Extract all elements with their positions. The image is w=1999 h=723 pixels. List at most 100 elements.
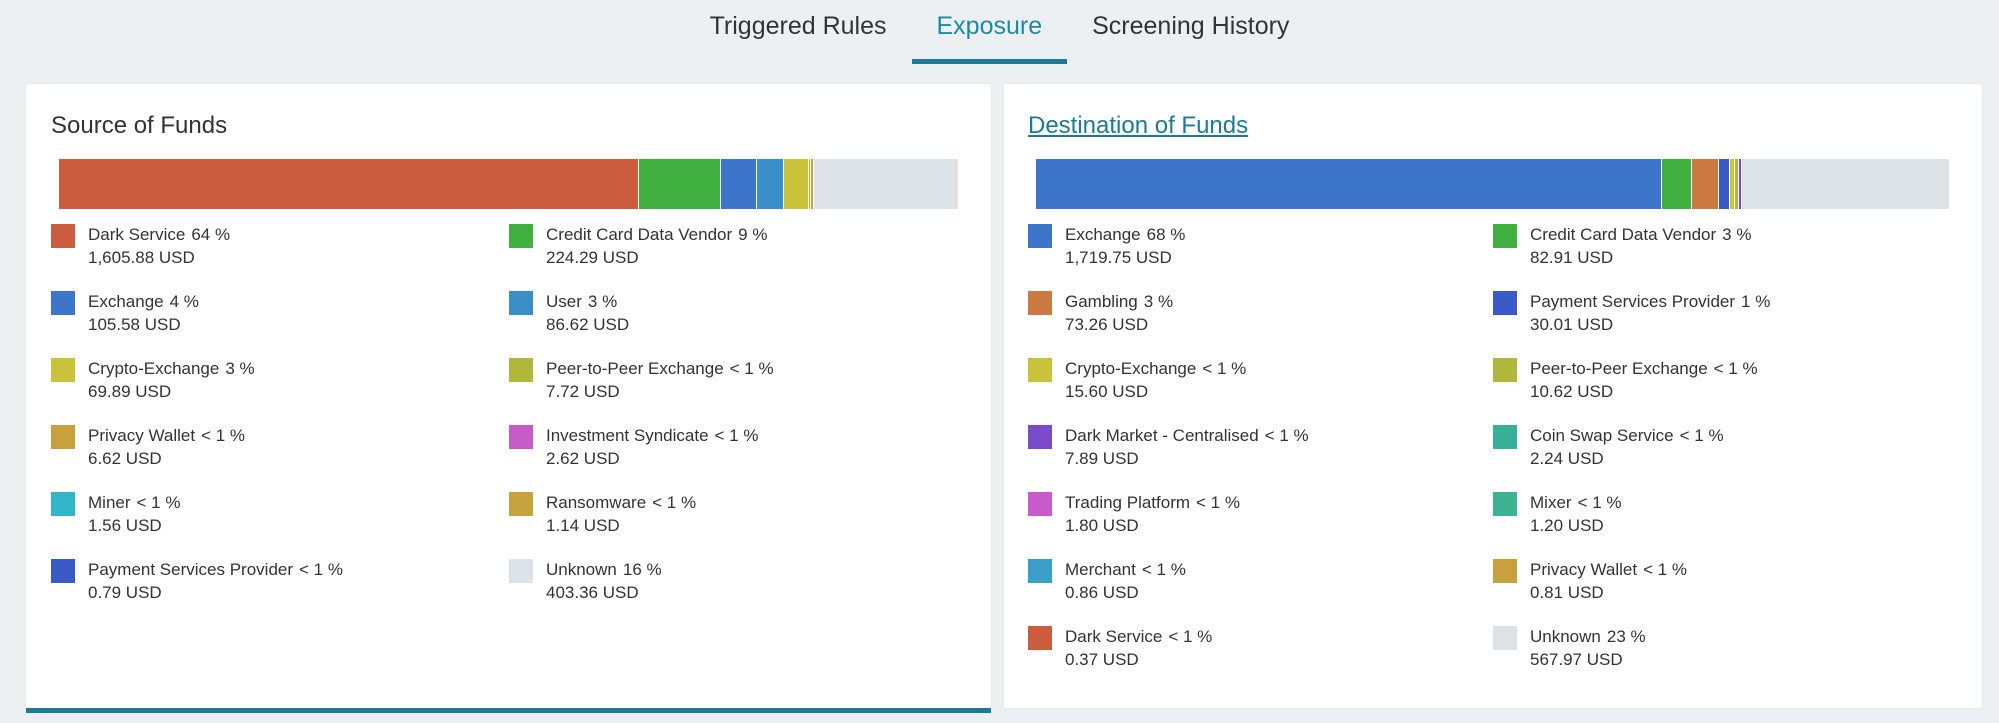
legend-label: Privacy Wallet < 1 % (88, 425, 509, 447)
legend-item: Merchant < 1 % 0.86 USD (1028, 559, 1493, 626)
tab-screening-history[interactable]: Screening History (1092, 12, 1290, 40)
legend-swatch (509, 291, 533, 315)
tab-bar: Triggered Rules Exposure Screening Histo… (0, 0, 1999, 66)
legend-label: Credit Card Data Vendor 3 % (1530, 224, 1958, 246)
category-name: Credit Card Data Vendor (546, 225, 733, 244)
bar-segment[interactable] (639, 159, 721, 209)
category-name: Trading Platform (1065, 493, 1191, 512)
legend-label: Peer-to-Peer Exchange < 1 % (1530, 358, 1958, 380)
category-name: Dark Market - Centralised (1065, 426, 1259, 445)
legend-label: Trading Platform < 1 % (1065, 492, 1493, 514)
category-name: Investment Syndicate (546, 426, 709, 445)
category-name: Crypto-Exchange (1065, 359, 1197, 378)
category-percent: 16 % (622, 560, 662, 579)
category-amount: 82.91 USD (1530, 248, 1614, 267)
bar-segment[interactable] (756, 159, 785, 209)
category-amount: 1,719.75 USD (1065, 248, 1172, 267)
category-amount: 7.72 USD (546, 382, 620, 401)
legend-swatch (1028, 425, 1052, 449)
category-percent: 64 % (191, 225, 231, 244)
legend-label: Coin Swap Service < 1 % (1530, 425, 1958, 447)
legend-swatch (1493, 291, 1517, 315)
legend-item: Mixer < 1 % 1.20 USD (1493, 492, 1958, 559)
category-percent: < 1 % (1643, 560, 1688, 579)
legend-label: Gambling 3 % (1065, 291, 1493, 313)
bar-segment[interactable] (813, 159, 959, 209)
bar-segment[interactable] (720, 159, 757, 209)
bar-segment[interactable] (1741, 159, 1950, 209)
legend-swatch (1028, 492, 1052, 516)
legend-item: Exchange 68 % 1,719.75 USD (1028, 224, 1493, 291)
legend-swatch (1493, 425, 1517, 449)
legend-label: Miner < 1 % (88, 492, 509, 514)
bar-segment[interactable] (811, 159, 814, 209)
legend-item: Crypto-Exchange < 1 % 15.60 USD (1028, 358, 1493, 425)
category-percent: 3 % (587, 292, 618, 311)
category-amount: 10.62 USD (1530, 382, 1614, 401)
bar-segment[interactable] (1692, 159, 1719, 209)
category-percent: 4 % (169, 292, 199, 311)
legend-swatch (51, 358, 75, 382)
category-name: Exchange (1065, 225, 1141, 244)
legend-item: Unknown 16 % 403.36 USD (509, 559, 967, 626)
category-name: Peer-to-Peer Exchange (546, 359, 724, 378)
legend-label: Merchant < 1 % (1065, 559, 1493, 581)
bar-segment[interactable] (1738, 159, 1742, 209)
category-percent: < 1 % (1202, 359, 1247, 378)
bar-segment[interactable] (1735, 159, 1739, 209)
legend-item: Credit Card Data Vendor 3 % 82.91 USD (1493, 224, 1958, 291)
legend-label: Unknown 23 % (1530, 626, 1958, 648)
legend-item: Privacy Wallet < 1 % 0.81 USD (1493, 559, 1958, 626)
category-percent: < 1 % (714, 426, 759, 445)
legend-swatch (51, 224, 75, 248)
legend-item: Privacy Wallet < 1 % 6.62 USD (51, 425, 509, 492)
tab-exposure[interactable]: Exposure (911, 0, 1068, 64)
category-amount: 1.20 USD (1530, 516, 1604, 535)
destination-of-funds-link[interactable]: Destination of Funds (1028, 112, 1249, 139)
legend-swatch (509, 559, 533, 583)
category-name: Unknown (546, 560, 617, 579)
category-amount: 403.36 USD (546, 583, 639, 602)
legend-swatch (509, 358, 533, 382)
legend-label: Credit Card Data Vendor 9 % (546, 224, 967, 246)
category-percent: < 1 % (1168, 627, 1213, 646)
category-name: Dark Service (1065, 627, 1163, 646)
category-amount: 1.14 USD (546, 516, 620, 535)
legend-item: Dark Service 64 % 1,605.88 USD (51, 224, 509, 291)
category-percent: 9 % (738, 225, 768, 244)
category-percent: 3 % (1722, 225, 1752, 244)
legend-label: Payment Services Provider < 1 % (88, 559, 509, 581)
legend-item: Payment Services Provider 1 % 30.01 USD (1493, 291, 1958, 358)
legend-swatch (1028, 358, 1052, 382)
legend-item: User 3 % 86.62 USD (509, 291, 967, 358)
legend-swatch (509, 224, 533, 248)
bar-segment[interactable] (1729, 159, 1736, 209)
legend-label: Crypto-Exchange < 1 % (1065, 358, 1493, 380)
bar-segment[interactable] (1718, 159, 1730, 209)
category-name: Credit Card Data Vendor (1530, 225, 1717, 244)
bar-segment[interactable] (784, 159, 809, 209)
bar-segment[interactable] (1662, 159, 1693, 209)
category-amount: 2.24 USD (1530, 449, 1604, 468)
legend-item: Payment Services Provider < 1 % 0.79 USD (51, 559, 509, 626)
legend-label: Dark Service < 1 % (1065, 626, 1493, 648)
category-percent: < 1 % (729, 359, 774, 378)
legend-item: Miner < 1 % 1.56 USD (51, 492, 509, 559)
tab-triggered-rules[interactable]: Triggered Rules (709, 12, 887, 40)
legend-item: Gambling 3 % 73.26 USD (1028, 291, 1493, 358)
category-amount: 567.97 USD (1530, 650, 1623, 669)
category-name: Miner (88, 493, 131, 512)
bar-segment[interactable] (59, 159, 640, 209)
source-legend: Dark Service 64 % 1,605.88 USD Credit Card … (51, 224, 967, 626)
legend-swatch (1493, 626, 1517, 650)
legend-label: Crypto-Exchange 3 % (88, 358, 509, 380)
legend-label: Exchange 4 % (88, 291, 509, 313)
category-amount: 2.62 USD (546, 449, 620, 468)
category-amount: 7.89 USD (1065, 449, 1139, 468)
bar-segment[interactable] (808, 159, 812, 209)
bar-segment[interactable] (1036, 159, 1663, 209)
source-of-funds-title: Source of Funds (51, 112, 228, 139)
category-name: Merchant (1065, 560, 1136, 579)
legend-label: Payment Services Provider 1 % (1530, 291, 1958, 313)
category-percent: 3 % (1143, 292, 1174, 311)
